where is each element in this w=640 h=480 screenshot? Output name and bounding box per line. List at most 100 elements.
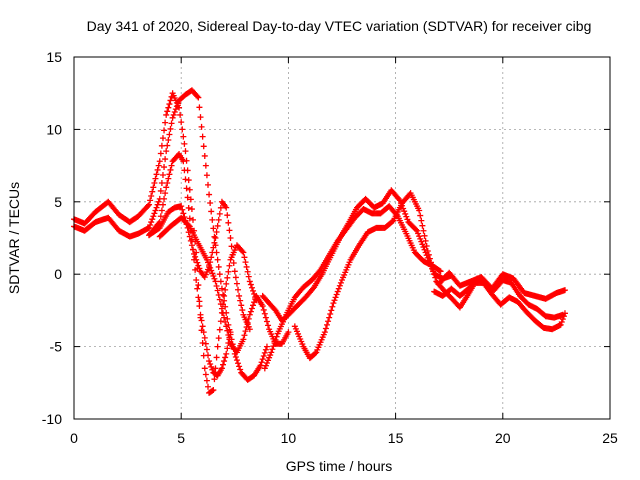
data-point <box>172 106 179 113</box>
series-track-3 <box>146 151 234 379</box>
x-tick-label: 20 <box>495 430 511 446</box>
data-point <box>559 311 566 318</box>
data-point <box>170 111 177 118</box>
data-point <box>271 339 278 346</box>
data-point <box>180 133 187 140</box>
data-point <box>201 365 208 372</box>
data-point <box>217 301 224 308</box>
data-point <box>216 296 223 303</box>
data-point <box>216 326 223 333</box>
data-point <box>166 101 173 108</box>
data-point <box>198 317 205 324</box>
data-point <box>194 93 201 100</box>
data-point <box>316 268 323 275</box>
data-point <box>158 179 165 186</box>
data-point <box>207 200 214 207</box>
data-point <box>247 281 254 288</box>
data-point <box>202 340 209 347</box>
data-point <box>225 219 232 226</box>
data-point <box>426 255 433 262</box>
data-point <box>166 131 173 138</box>
data-point <box>225 332 232 339</box>
data-point <box>150 213 157 220</box>
data-point <box>195 294 202 301</box>
data-point <box>207 264 214 271</box>
data-point <box>262 346 269 353</box>
data-point <box>157 187 164 194</box>
data-point <box>242 259 249 266</box>
data-point <box>258 359 265 366</box>
data-point <box>157 213 164 220</box>
y-tick-label: -10 <box>42 411 62 427</box>
data-point <box>247 308 254 315</box>
data-point <box>157 150 164 157</box>
data-point <box>223 350 230 357</box>
data-point <box>153 171 160 178</box>
data-point <box>167 125 174 132</box>
data-point <box>336 282 343 289</box>
plot-frame <box>73 56 611 420</box>
data-point <box>215 263 222 270</box>
data-point <box>206 262 213 269</box>
data-point <box>418 238 425 245</box>
data-point <box>263 318 270 325</box>
data-point <box>182 176 189 183</box>
data-layer <box>71 87 568 396</box>
x-tick-label: 0 <box>70 430 78 446</box>
data-point <box>192 253 199 260</box>
data-point <box>218 285 225 292</box>
data-point <box>214 343 221 350</box>
data-point <box>185 204 192 211</box>
data-point <box>200 329 207 336</box>
data-point <box>206 191 213 198</box>
data-point <box>412 226 419 233</box>
data-point <box>180 158 187 165</box>
data-point <box>191 250 198 257</box>
data-point <box>154 201 161 208</box>
data-point <box>420 227 427 234</box>
data-point <box>431 270 438 277</box>
data-point <box>203 377 210 384</box>
data-point <box>213 354 220 361</box>
data-point <box>205 352 211 359</box>
data-point <box>228 243 235 250</box>
data-point <box>215 335 222 342</box>
data-point <box>334 288 341 295</box>
data-point <box>208 363 215 370</box>
data-point <box>195 94 202 101</box>
data-point <box>420 244 427 251</box>
data-point <box>218 365 225 372</box>
data-point <box>214 222 221 229</box>
data-point <box>270 343 277 350</box>
data-point <box>235 360 242 367</box>
data-point <box>163 111 170 118</box>
data-point <box>417 235 424 242</box>
data-point <box>230 259 237 266</box>
data-point <box>209 249 216 256</box>
data-point <box>239 248 246 255</box>
series-track-2 <box>71 87 270 383</box>
data-point <box>203 172 210 179</box>
data-point <box>205 259 211 266</box>
data-point <box>222 303 229 310</box>
data-point <box>184 194 191 201</box>
data-point <box>233 357 240 364</box>
data-point <box>197 114 204 121</box>
data-point <box>263 360 270 367</box>
axis-ticks: 0 5 10 15 20 25 -10 -5 0 5 10 15 <box>42 49 618 446</box>
data-point <box>200 143 207 150</box>
data-point <box>222 354 229 361</box>
data-point <box>159 172 166 179</box>
data-point <box>261 349 268 356</box>
data-point <box>245 273 252 280</box>
data-point <box>207 360 214 367</box>
data-point <box>418 217 425 224</box>
data-point <box>146 201 153 208</box>
data-point <box>235 286 242 293</box>
data-point <box>328 307 335 314</box>
data-point <box>168 120 175 127</box>
data-point <box>209 270 216 277</box>
data-point <box>199 339 206 346</box>
x-tick-label: 15 <box>388 430 404 446</box>
